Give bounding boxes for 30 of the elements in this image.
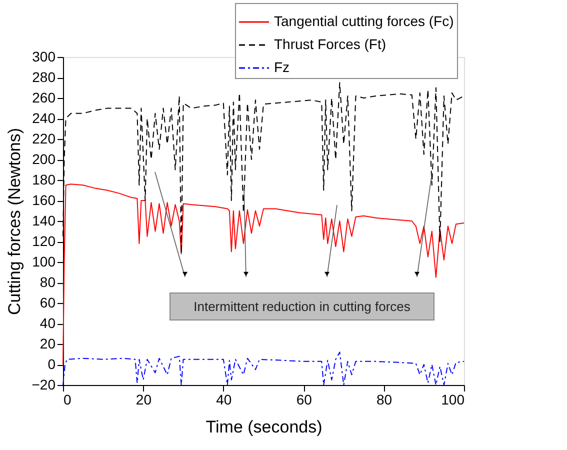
y-axis-title: Cutting forces (Newtons)	[4, 128, 24, 316]
line-series	[62, 184, 464, 365]
y-tick-label: 40	[40, 315, 56, 331]
y-tick-label: 180	[32, 172, 56, 188]
y-tick-label: 80	[40, 274, 56, 290]
x-tick-label: 80	[376, 392, 392, 408]
annotation: Intermittent reduction in cutting forces	[194, 299, 411, 314]
y-tick-label: 100	[32, 254, 56, 270]
x-tick-label: 20	[136, 392, 152, 408]
y-tick-label: 300	[32, 48, 56, 64]
legend-label: Fz	[274, 59, 290, 75]
y-tick-label: 140	[32, 212, 56, 228]
y-tick-label: 240	[32, 110, 56, 126]
legend-label: Thrust Forces (Ft)	[274, 36, 386, 52]
x-tick-label: 0	[64, 392, 72, 408]
y-tick-label: 280	[32, 69, 56, 85]
x-axis-title: Time (seconds)	[206, 418, 322, 436]
x-tick-label: 40	[216, 392, 232, 408]
y-tick-label: 20	[40, 336, 56, 352]
y-tick-label: 120	[32, 233, 56, 249]
x-tick-label: 100	[441, 392, 465, 408]
y-tick-label: 160	[32, 192, 56, 208]
y-tick-label: 60	[40, 294, 56, 310]
y-tick-label: 200	[32, 151, 56, 167]
y-tick-label: 260	[32, 90, 56, 106]
legend-label: Tangential cutting forces (Fc)	[274, 13, 454, 29]
y-tick-label: 0	[48, 356, 56, 372]
x-tick-label: 60	[296, 392, 312, 408]
y-tick-label: −20	[32, 376, 56, 392]
y-tick-label: 220	[32, 130, 56, 146]
